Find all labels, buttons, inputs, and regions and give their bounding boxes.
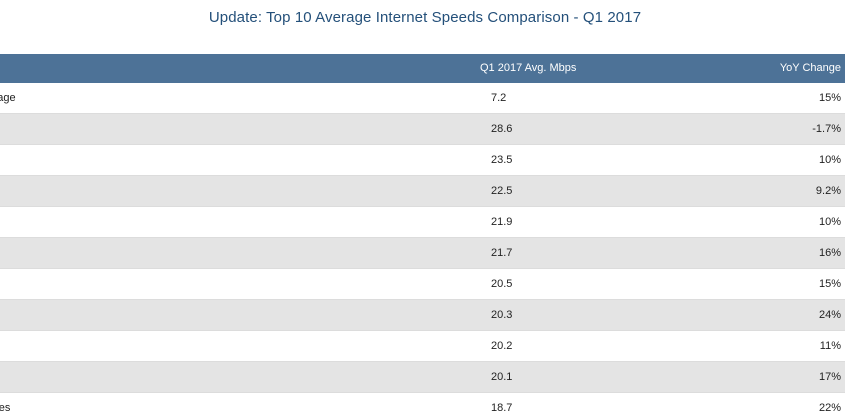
speed-cell: 22.5 — [491, 185, 513, 197]
change-cell: 22% — [818, 402, 841, 414]
table-row: ay23.510% — [0, 145, 845, 176]
change-cell: 10% — [818, 216, 841, 228]
country-cell: d States — [0, 402, 11, 414]
table-row: d States 18.7 22% — [0, 393, 845, 420]
speed-cell: 21.7 — [491, 247, 513, 259]
table-row: erland 21.7 16% — [0, 238, 845, 269]
speed-table: ry Q1 2017 Avg. Mbps YoY Change l Averag… — [0, 54, 845, 420]
speed-cell: 20.3 — [491, 309, 513, 321]
table-row: oore20.324% — [0, 300, 845, 331]
change-cell: 11% — [819, 340, 841, 352]
header-speed: Q1 2017 Avg. Mbps — [480, 62, 577, 74]
change-cell: 16% — [818, 247, 841, 259]
table-header: ry Q1 2017 Avg. Mbps YoY Change — [0, 54, 845, 83]
table-row: ark20.117% — [0, 362, 845, 393]
table-row: l Average 7.2 15% — [0, 83, 845, 114]
speed-cell: 20.2 — [491, 340, 513, 352]
header-change: YoY Change — [779, 62, 841, 74]
change-cell: 15% — [818, 92, 841, 104]
change-cell: 9.2% — [815, 185, 841, 197]
country-cell: l Average — [0, 92, 16, 104]
speed-cell: 20.1 — [491, 371, 513, 383]
table-row: Korea28.6-1.7% — [0, 114, 845, 145]
change-cell: 24% — [818, 309, 841, 321]
table-row: d20.515% — [0, 269, 845, 300]
speed-cell: 20.5 — [491, 278, 513, 290]
table-row: 20.2 11% — [0, 331, 845, 362]
speed-cell: 7.2 — [491, 92, 507, 104]
speed-cell: 28.6 — [491, 123, 513, 135]
table-row: Kong21.910% — [0, 207, 845, 238]
change-cell: 10% — [818, 154, 841, 166]
change-cell: -1.7% — [812, 123, 841, 135]
speed-cell: 23.5 — [491, 154, 513, 166]
country-cell: erland — [0, 238, 1, 268]
change-cell: 17% — [818, 371, 841, 383]
change-cell: 15% — [818, 278, 841, 290]
table-row: en22.59.2% — [0, 176, 845, 207]
speed-cell: 21.9 — [491, 216, 513, 228]
chart-title: Update: Top 10 Average Internet Speeds C… — [208, 9, 642, 26]
speed-cell: 18.7 — [491, 402, 513, 414]
